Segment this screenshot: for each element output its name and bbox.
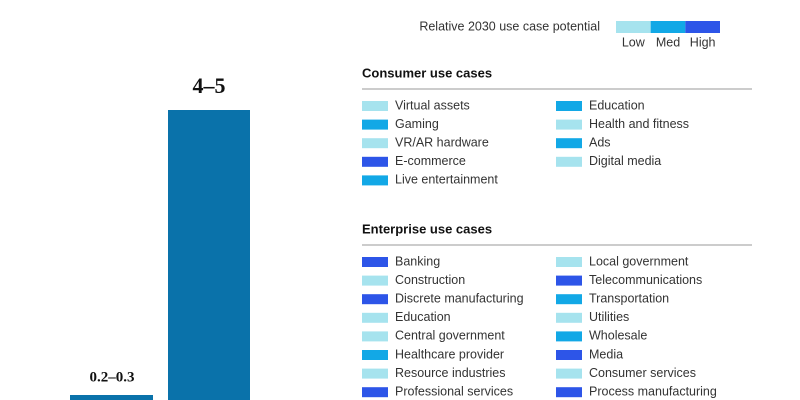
use-case: Local government [589,254,689,268]
legend-label: Low [622,35,646,49]
level-swatch [362,331,388,342]
level-swatch [556,387,582,398]
use-case: Construction [395,273,465,287]
use-case: Professional services [395,384,513,398]
level-swatch [362,275,388,286]
level-swatch [556,257,582,267]
use-case: Consumer services [589,366,696,380]
use-case: Process manufacturing [589,384,717,398]
use-case: Resource industries [395,366,505,380]
level-swatch [556,101,582,111]
section-title: Enterprise use cases [362,221,492,236]
level-swatch [556,312,582,323]
legend-label: Med [656,35,680,49]
level-swatch [556,275,582,286]
use-case: Discrete manufacturing [395,291,524,305]
level-swatch [556,119,582,130]
use-case: E-commerce [395,154,466,168]
level-swatch [556,156,582,167]
level-swatch [362,294,388,305]
section-title: Consumer use cases [362,65,492,80]
level-swatch [362,175,388,186]
level-swatch [362,350,388,360]
use-case: Health and fitness [589,117,689,131]
use-case: Central government [395,329,505,343]
level-swatch [556,350,582,360]
use-case: Wholesale [589,329,647,343]
use-case: Utilities [589,310,629,324]
level-swatch [556,331,582,342]
level-swatch [362,119,388,130]
use-case: Telecommunications [589,273,702,287]
legend-swatch [685,21,720,33]
level-swatch [362,312,388,323]
use-case: Gaming [395,117,439,131]
bar [70,395,153,400]
use-case: Live entertainment [395,173,498,187]
use-case: Education [589,98,645,112]
level-swatch [362,156,388,167]
level-swatch [362,387,388,398]
use-case: Transportation [589,291,669,305]
bar [168,110,250,400]
level-swatch [556,294,582,305]
use-case: Education [395,310,451,324]
use-case: Media [589,347,623,361]
bar-label: 0.2–0.3 [90,369,135,385]
level-swatch [362,101,388,111]
use-case: Digital media [589,154,661,168]
legend-swatch [650,21,686,33]
level-swatch [362,257,388,267]
level-swatch [556,368,582,379]
bar-label: 4–5 [193,73,226,98]
level-swatch [556,138,582,149]
legend-swatch [616,21,651,33]
use-case: Virtual assets [395,98,470,112]
legend-title: Relative 2030 use case potential [419,19,600,33]
use-case: Banking [395,254,440,268]
level-swatch [362,138,388,149]
level-swatch [362,368,388,379]
legend-label: High [690,35,716,49]
use-case: Healthcare provider [395,347,504,361]
use-case: Ads [589,135,611,149]
use-case: VR/AR hardware [395,135,489,149]
